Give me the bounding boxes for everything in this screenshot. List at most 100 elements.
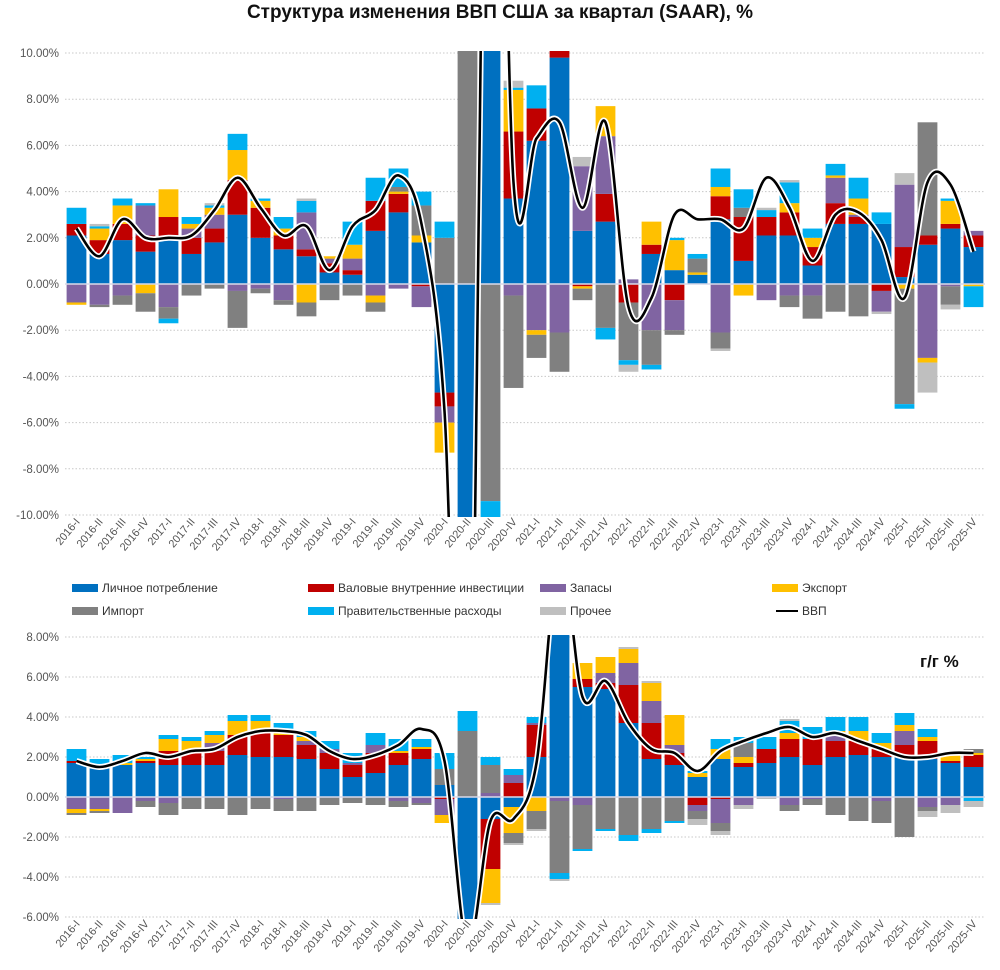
- bar-segment-consumption: [158, 240, 179, 284]
- bar-segment-exports: [296, 284, 317, 303]
- legend-item-government: Правительственные расходы: [308, 604, 502, 618]
- bar-segment-exports: [687, 773, 708, 777]
- bar-segment-imports: [204, 797, 225, 809]
- bar-segment-other: [204, 203, 225, 206]
- bar-segment-inventories: [871, 290, 892, 312]
- bar-segment-investment: [411, 749, 432, 759]
- bar-segment-imports: [595, 797, 616, 829]
- legend-item-other: Прочее: [540, 604, 611, 618]
- bar-segment-exports: [89, 228, 110, 241]
- bar-segment-exports: [779, 733, 800, 739]
- bar-segment-imports: [342, 284, 363, 296]
- bar-segment-government: [112, 198, 133, 206]
- legend-swatch-inventories: [540, 584, 566, 592]
- bar-segment-exports: [227, 721, 248, 735]
- bar-segment-investment: [710, 196, 731, 220]
- legend-label: Валовые внутренние инвестиции: [338, 581, 525, 595]
- bar-segment-investment: [342, 270, 363, 275]
- bar-segment-consumption: [112, 765, 133, 797]
- bar-segment-exports: [917, 357, 938, 363]
- bar-segment-imports: [526, 811, 547, 829]
- bar-segment-imports: [388, 186, 409, 192]
- bar-segment-consumption: [664, 270, 685, 284]
- bar-segment-imports: [89, 304, 110, 308]
- bar-segment-other: [779, 180, 800, 183]
- bar-segment-consumption: [825, 223, 846, 284]
- bar-segment-government: [66, 207, 87, 224]
- bar-segment-inventories: [342, 258, 363, 271]
- bar-segment-imports: [227, 290, 248, 328]
- bar-segment-investment: [963, 755, 984, 767]
- bar-segment-consumption: [871, 223, 892, 284]
- y-tick-label: -2.00%: [23, 325, 59, 337]
- bar-segment-imports: [710, 332, 731, 349]
- bar-segment-imports: [89, 811, 110, 813]
- bar-segment-imports: [940, 286, 961, 305]
- bar-segment-exports: [66, 809, 87, 813]
- bar-segment-government: [480, 757, 501, 765]
- bar-segment-consumption: [89, 765, 110, 797]
- bar-segment-imports: [710, 823, 731, 831]
- bar-segment-inventories: [66, 284, 87, 303]
- bar-segment-other: [963, 801, 984, 807]
- bar-segment-investment: [940, 761, 961, 763]
- bar-segment-other: [733, 805, 754, 809]
- bar-segment-inventories: [549, 797, 570, 801]
- bar-segment-inventories: [802, 284, 823, 296]
- bar-segment-government: [181, 737, 202, 741]
- bar-segment-exports: [917, 737, 938, 741]
- bar-segment-consumption: [940, 228, 961, 284]
- bar-segment-government: [940, 198, 961, 201]
- bar-segment-consumption: [940, 763, 961, 797]
- bar-segment-consumption: [204, 242, 225, 284]
- bar-segment-government: [457, 711, 478, 731]
- bar-segment-investment: [434, 797, 455, 799]
- bar-segment-government: [894, 404, 915, 409]
- bar-segment-inventories: [871, 797, 892, 801]
- bar-segment-other: [940, 304, 961, 310]
- bar-segment-exports: [135, 759, 156, 761]
- bar-segment-consumption: [894, 757, 915, 797]
- bar-segment-inventories: [687, 805, 708, 811]
- bar-segment-imports: [779, 805, 800, 811]
- bar-segment-consumption: [917, 244, 938, 284]
- bar-segment-exports: [710, 186, 731, 197]
- y-tick-label: 6.00%: [26, 140, 59, 152]
- bar-segment-other: [572, 156, 593, 167]
- bar-segment-exports: [434, 815, 455, 823]
- bar-segment-investment: [411, 284, 432, 287]
- bar-segment-government: [250, 198, 271, 201]
- legend-swatch-exports: [772, 584, 798, 592]
- bar-segment-other: [549, 879, 570, 881]
- bar-segment-inventories: [664, 745, 685, 753]
- legend-label: Импорт: [102, 604, 144, 618]
- bar-segment-consumption: [158, 765, 179, 797]
- bar-segment-consumption: [181, 253, 202, 284]
- bar-segment-consumption: [273, 757, 294, 797]
- bar-segment-government: [89, 759, 110, 765]
- bar-segment-consumption: [273, 249, 294, 284]
- bar-segment-government: [296, 200, 317, 213]
- bar-segment-inventories: [641, 701, 662, 723]
- bar-segment-other: [618, 647, 639, 649]
- bar-segment-consumption: [687, 777, 708, 797]
- bar-segment-imports: [319, 797, 340, 805]
- bar-segment-government: [963, 286, 984, 308]
- bar-segment-imports: [848, 797, 869, 821]
- bar-segment-exports: [526, 797, 547, 811]
- bar-segment-imports: [273, 300, 294, 305]
- bar-segment-consumption: [848, 223, 869, 284]
- bar-segment-consumption: [296, 256, 317, 284]
- bar-segment-imports: [227, 797, 248, 815]
- bar-segment-investment: [917, 235, 938, 245]
- bar-segment-consumption: [733, 260, 754, 284]
- bar-segment-exports: [273, 228, 294, 236]
- bar-segment-exports: [204, 735, 225, 743]
- bar-segment-exports: [296, 737, 317, 741]
- bar-segment-exports: [825, 175, 846, 178]
- bar-segment-other: [756, 207, 777, 211]
- bar-segment-imports: [687, 258, 708, 273]
- bar-segment-government: [825, 163, 846, 176]
- bar-segment-investment: [825, 741, 846, 757]
- y-tick-label: -4.00%: [23, 371, 59, 383]
